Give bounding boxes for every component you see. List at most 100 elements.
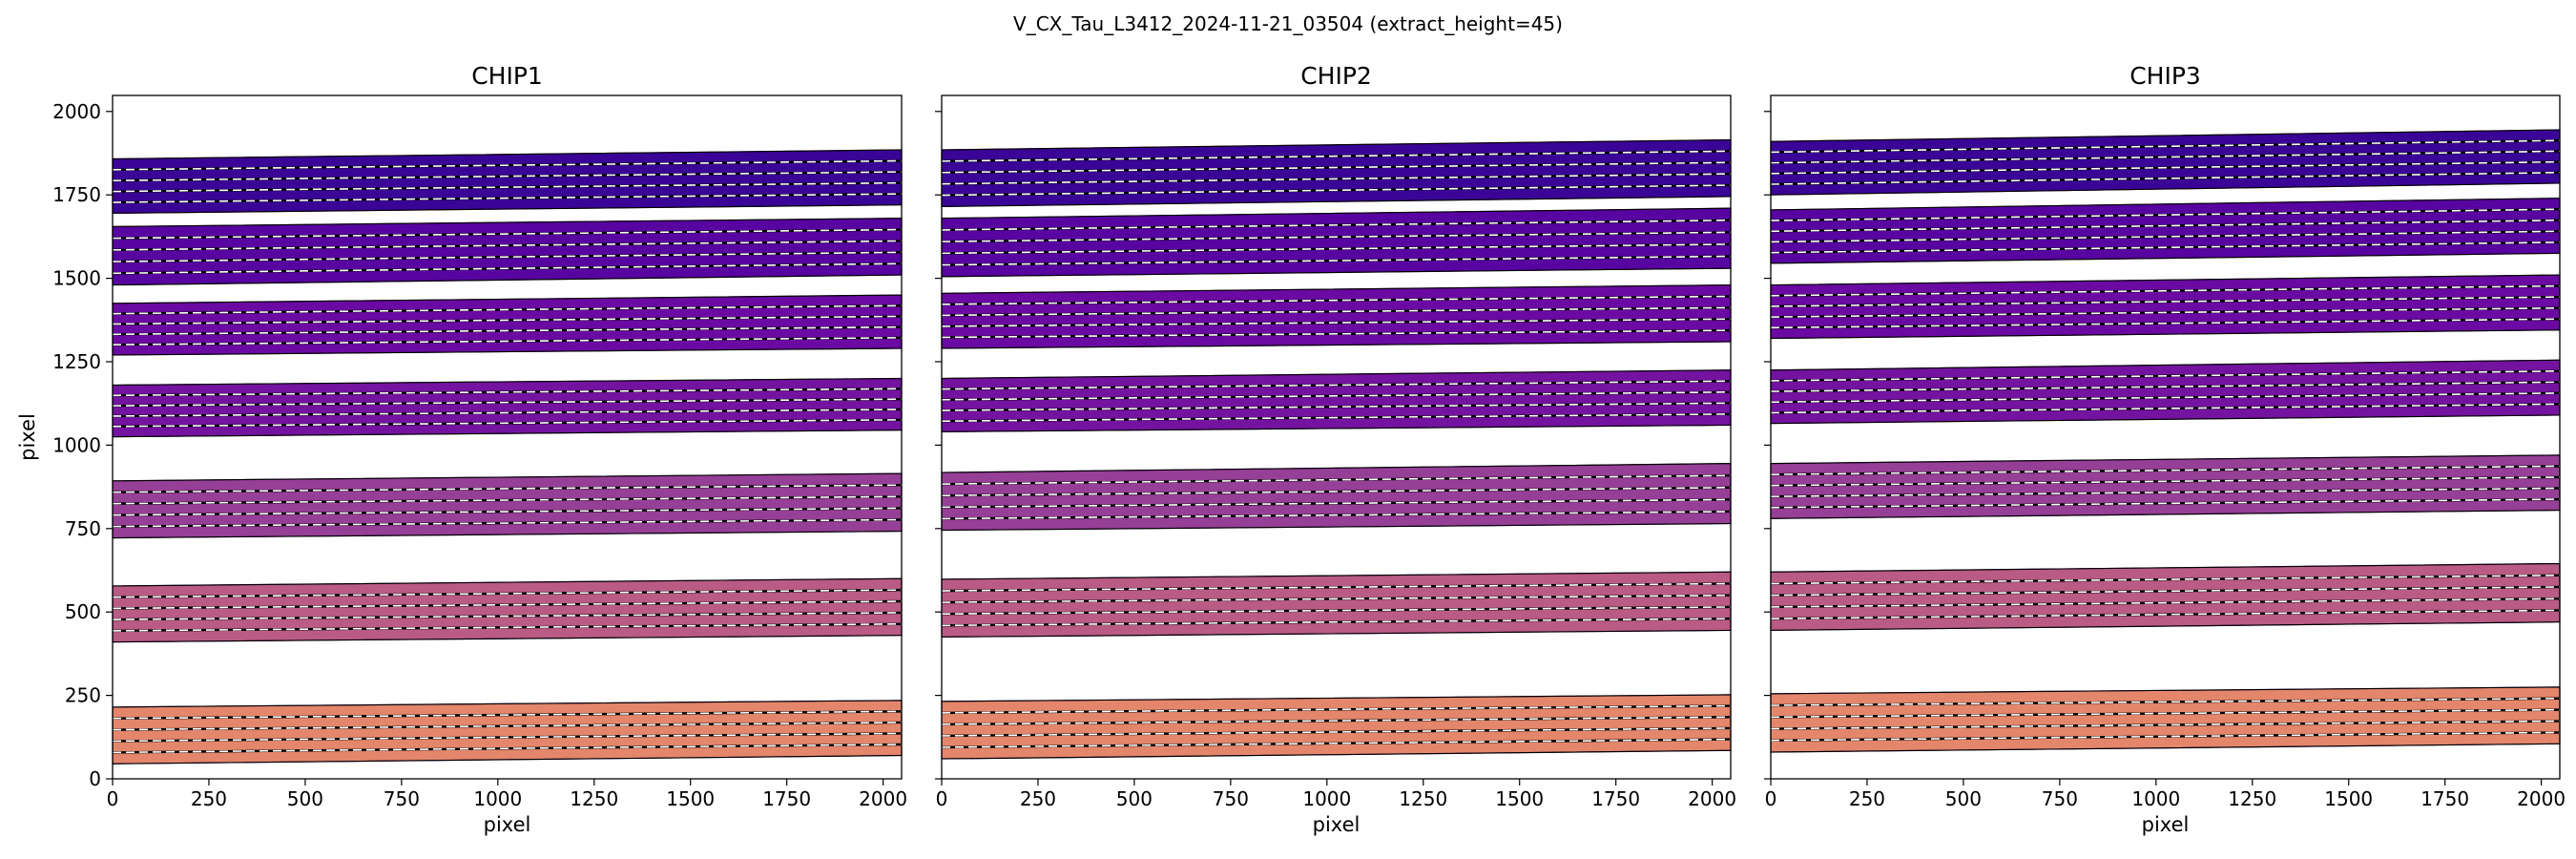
x-tick-label: 2000 <box>859 787 907 810</box>
trace-line-dashed <box>941 318 1732 327</box>
order-top-edge <box>112 294 903 304</box>
order-band-2 <box>1770 562 2561 632</box>
order-band-fill <box>941 694 1732 760</box>
order-band-6 <box>941 207 1732 278</box>
order-bottom-edge <box>941 341 1732 349</box>
x-tick-label: 1750 <box>762 787 811 810</box>
order-bottom-edge <box>941 523 1732 532</box>
order-top-edge <box>112 577 903 587</box>
order-top-edge <box>1770 274 2561 286</box>
panels: 0 250 500 750 1000 1250 1500 1750 2000 0 250 500 750… <box>16 62 2566 836</box>
order-bottom-edge <box>112 274 903 286</box>
order-band-7 <box>1770 129 2561 196</box>
trace-line-dashed <box>112 228 903 240</box>
order-band-5 <box>1770 274 2561 340</box>
trace-line-dashed <box>1770 318 2561 329</box>
x-tick-label: 250 <box>191 787 227 810</box>
order-band-fill <box>1770 454 2561 519</box>
y-tick-label: 1000 <box>52 433 101 456</box>
trace-line-dashed <box>941 380 1732 390</box>
order-top-edge <box>941 369 1732 379</box>
order-band-fill <box>112 577 903 643</box>
order-band-3 <box>1770 454 2561 519</box>
order-top-edge <box>112 377 903 386</box>
trace-line-dashed <box>112 262 903 275</box>
axes-frame <box>112 94 903 780</box>
trace-line-dashed <box>112 622 903 632</box>
trace-line-dashed <box>941 219 1732 231</box>
x-tick-label: 2000 <box>2517 787 2566 810</box>
trace-line-dashed <box>1770 708 2561 719</box>
x-tick-label: 500 <box>287 787 323 810</box>
trace-line-dashed <box>941 606 1732 616</box>
trace-line-dashed <box>941 704 1732 714</box>
trace-line-dashed <box>941 184 1732 197</box>
trace-line-dashed <box>1770 574 2561 585</box>
order-bottom-edge <box>1770 182 2561 196</box>
y-axis-label: pixel <box>16 413 39 461</box>
order-band-fill <box>1770 359 2561 425</box>
trace-line-dashed <box>941 243 1732 255</box>
order-top-edge <box>941 138 1732 151</box>
order-band-fill <box>941 138 1732 208</box>
order-band-fill <box>941 369 1732 433</box>
trace-line-dashed <box>112 518 903 528</box>
order-top-edge <box>1770 686 2561 695</box>
trace-line-dashed <box>1770 498 2561 509</box>
order-bottom-edge <box>941 424 1732 432</box>
panel-title: CHIP2 <box>1300 62 1372 90</box>
trace-line-dashed <box>1770 284 2561 297</box>
order-band-fill <box>941 207 1732 278</box>
order-bottom-edge <box>1770 743 2561 753</box>
trace-line-dashed <box>941 391 1732 401</box>
order-bottom-edge <box>1770 414 2561 425</box>
order-band-fill <box>112 700 903 765</box>
order-band-6 <box>1770 198 2561 264</box>
order-band-fill <box>941 283 1732 349</box>
x-tick-label: 750 <box>1213 787 1249 810</box>
order-bottom-edge <box>112 204 903 214</box>
x-tick-label: 1000 <box>1302 787 1351 810</box>
trace-line-dashed <box>112 589 903 598</box>
order-band-fill <box>112 377 903 438</box>
chip-panel-3: 0 250 500 750 1000 1250 1500 1750 2000 CHIP3 pixel <box>1764 62 2566 836</box>
axes-frame <box>941 94 1732 780</box>
x-tick-label: 500 <box>1116 787 1153 810</box>
x-tick-label: 2000 <box>1688 787 1736 810</box>
trace-line-dashed <box>1770 720 2561 730</box>
x-axis-label: pixel <box>484 813 531 836</box>
order-top-edge <box>1770 129 2561 142</box>
trace-line-dashed <box>1770 586 2561 597</box>
trace-line-dashed <box>112 484 903 493</box>
x-tick-label: 1000 <box>473 787 522 810</box>
y-tick-label: 1250 <box>52 350 101 373</box>
trace-line-dashed <box>112 744 903 754</box>
order-top-edge <box>1770 198 2561 211</box>
order-band-fill <box>1770 562 2561 632</box>
trace-line-dashed <box>941 582 1732 592</box>
trace-line-dashed <box>112 315 903 325</box>
y-tick-label: 500 <box>65 600 101 623</box>
trace-line-dashed <box>1770 230 2561 243</box>
trace-line-dashed <box>1770 160 2561 175</box>
order-top-edge <box>112 472 903 482</box>
trace-line-dashed <box>941 329 1732 339</box>
trace-line-dashed <box>112 600 903 610</box>
x-tick-label: 1750 <box>2420 787 2469 810</box>
trace-line-dashed <box>1770 219 2561 233</box>
trace-line-dashed <box>112 398 903 407</box>
trace-line-dashed <box>941 618 1732 627</box>
x-tick-label: 1250 <box>1399 787 1447 810</box>
order-band-fill <box>112 218 903 286</box>
x-tick-label: 0 <box>936 787 948 810</box>
order-bottom-edge <box>112 347 903 356</box>
trace-line-dashed <box>112 612 903 620</box>
order-band-fill <box>112 294 903 356</box>
trace-line-dashed <box>941 150 1732 162</box>
x-tick-label: 250 <box>1849 787 1885 810</box>
order-band-fill <box>112 149 903 215</box>
trace-line-dashed <box>1770 487 2561 498</box>
axes-frame <box>1770 94 2561 780</box>
y-tick-label: 2000 <box>52 100 101 123</box>
trace-line-dashed <box>1770 609 2561 619</box>
